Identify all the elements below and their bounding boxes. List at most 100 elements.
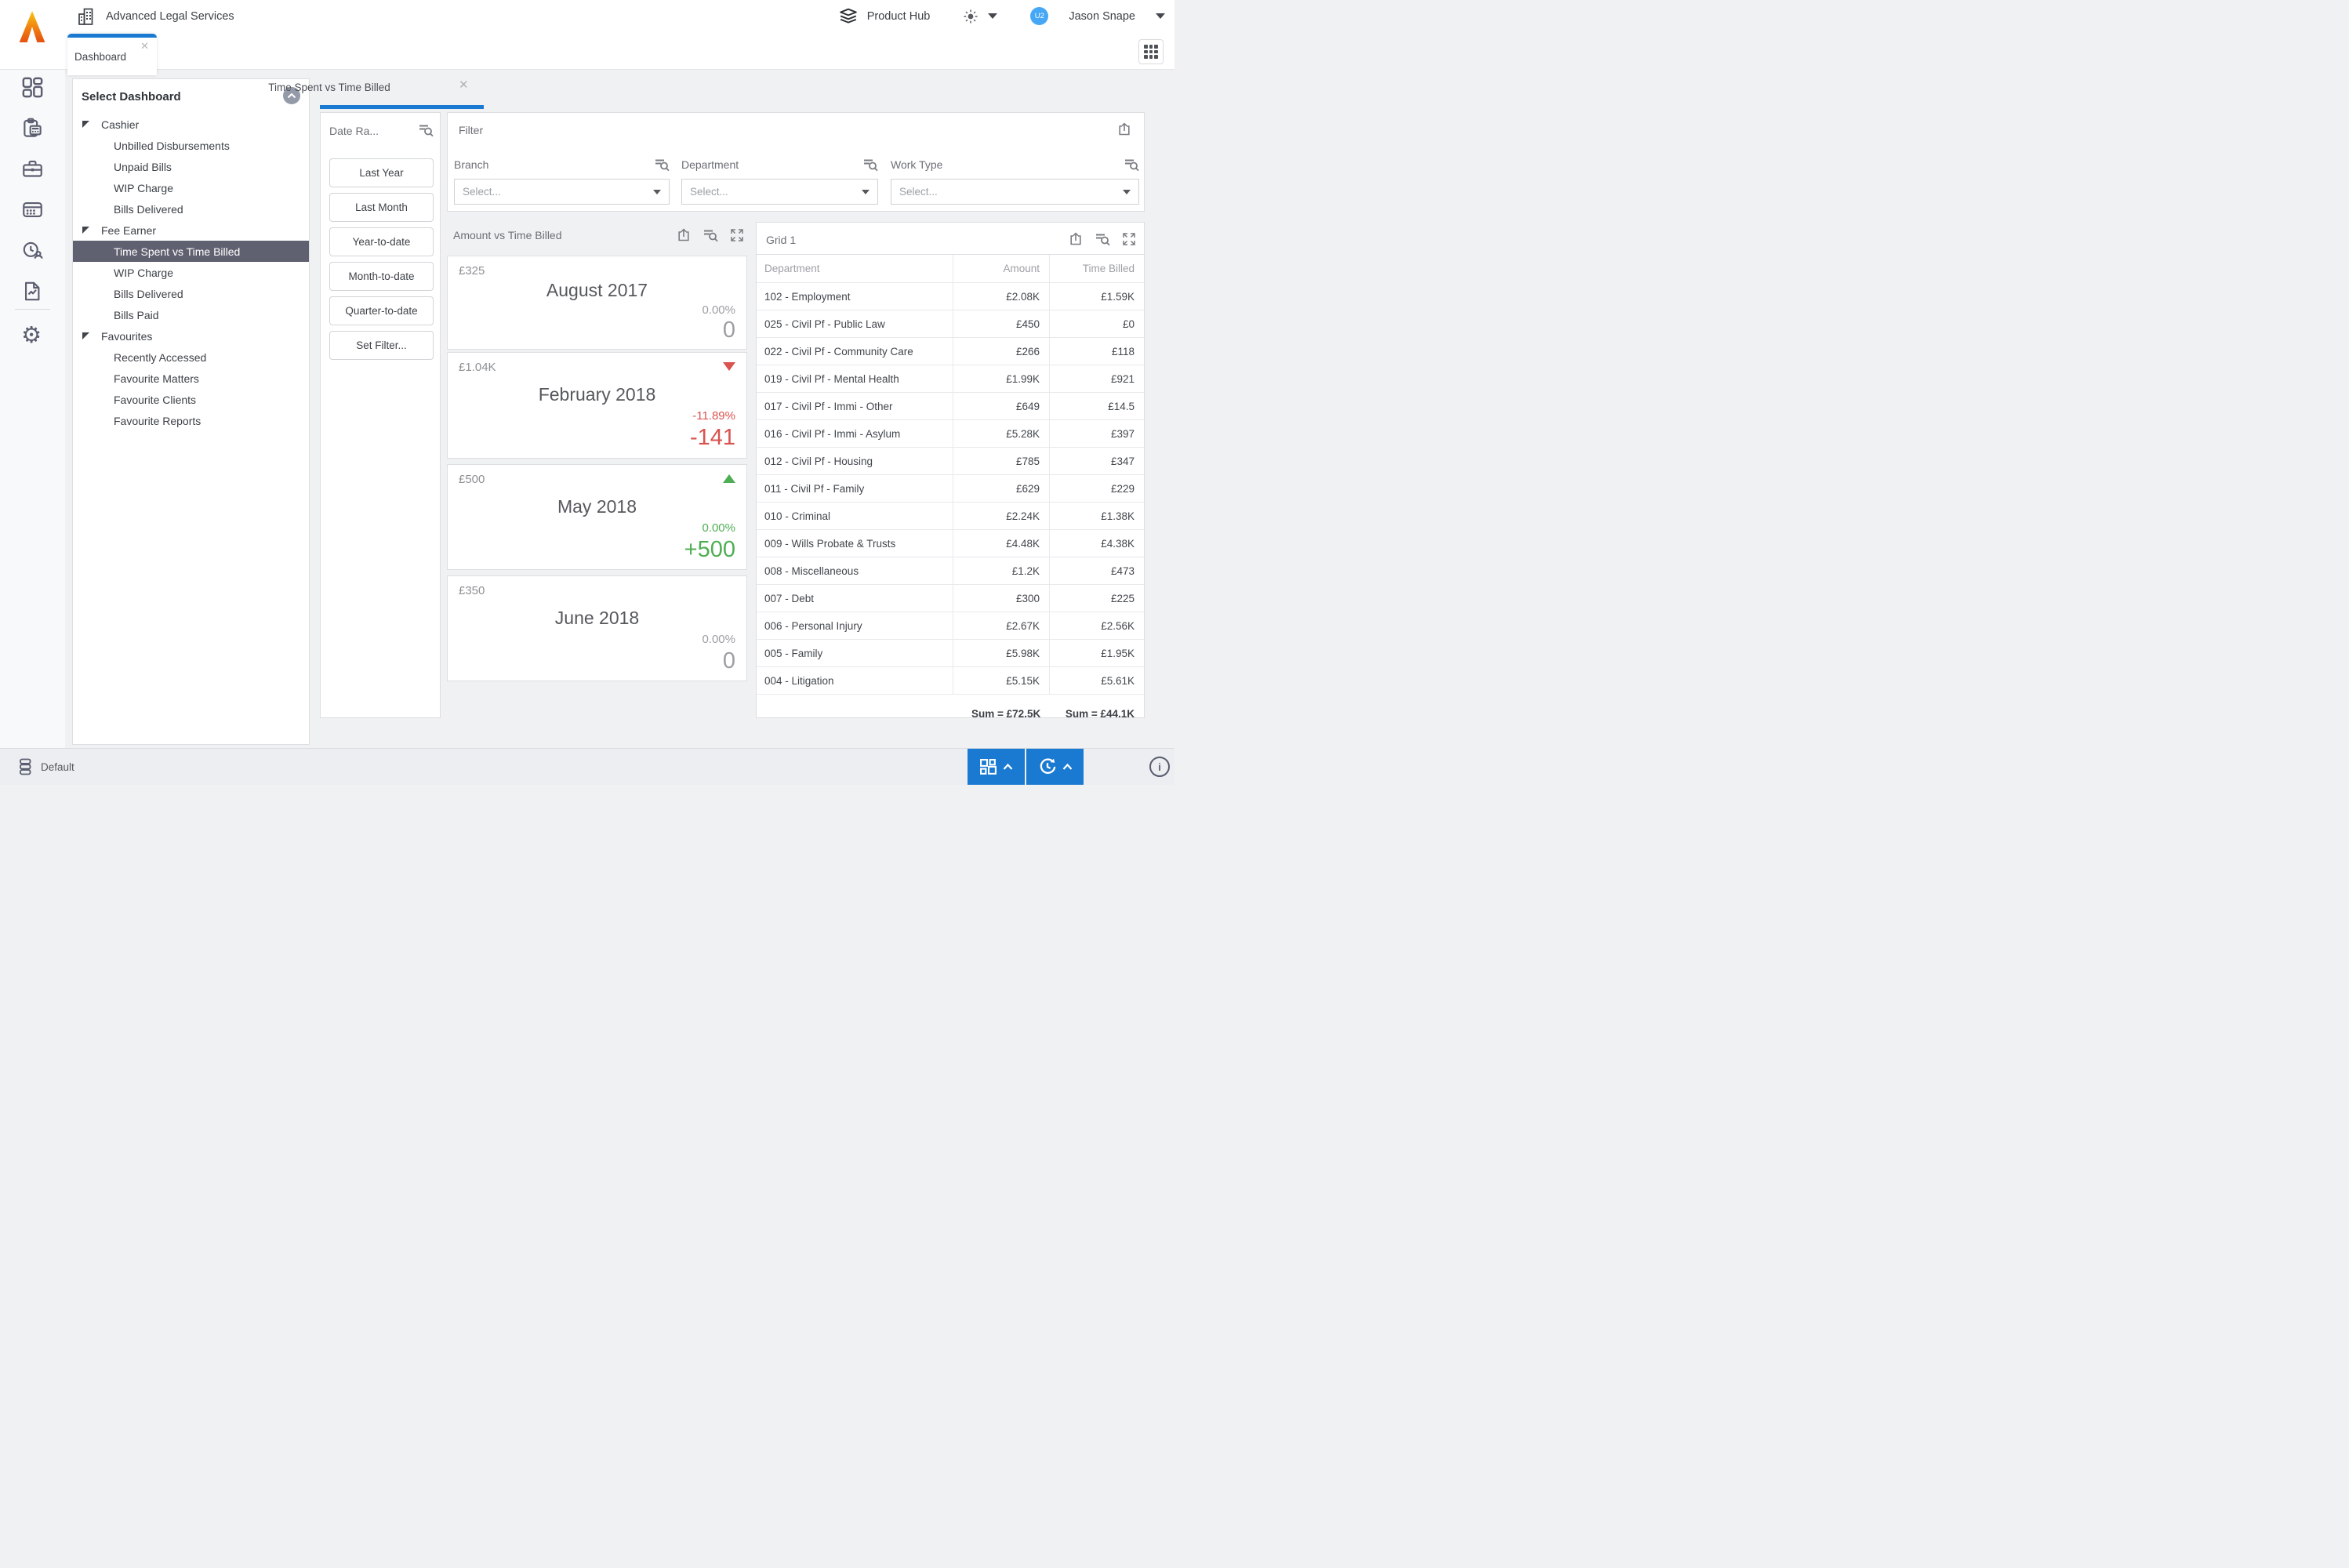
table-row[interactable]: 006 - Personal Injury £2.67K £2.56K (757, 612, 1144, 639)
date-range-button[interactable]: Last Month (329, 193, 434, 222)
stack-icon[interactable] (19, 758, 32, 775)
date-range-button[interactable]: Year-to-date (329, 227, 434, 256)
tree-expand-icon[interactable] (82, 332, 89, 339)
info-icon[interactable]: i (1149, 757, 1170, 777)
filter-search-icon[interactable] (418, 123, 434, 137)
tree-expand-icon[interactable] (82, 121, 89, 128)
table-row[interactable]: 022 - Civil Pf - Community Care £266 £118 (757, 337, 1144, 365)
filter-search-icon[interactable] (1124, 158, 1139, 172)
table-row[interactable]: 017 - Civil Pf - Immi - Other £649 £14.5 (757, 392, 1144, 419)
tree-item-row[interactable]: Favourite Matters (73, 368, 309, 389)
tree-expand-icon[interactable] (82, 227, 89, 234)
export-icon[interactable] (677, 228, 691, 242)
briefcase-icon[interactable] (22, 158, 43, 180)
tree-item-row[interactable]: Time Spent vs Time Billed (73, 241, 309, 262)
tree-item-row[interactable]: Unpaid Bills (73, 156, 309, 177)
tree-item-row[interactable]: Recently Accessed (73, 347, 309, 368)
report-document-icon[interactable] (22, 281, 43, 302)
collapse-panel-button[interactable] (283, 87, 300, 104)
tree-label: Bills Delivered (114, 287, 183, 300)
tab-dashboard-label: Dashboard (74, 51, 127, 63)
table-row[interactable]: 019 - Civil Pf - Mental Health £1.99K £921 (757, 365, 1144, 392)
tree-item-row[interactable]: WIP Charge (73, 262, 309, 283)
table-row[interactable]: 011 - Civil Pf - Family £629 £229 (757, 474, 1144, 502)
column-header[interactable]: Department (764, 263, 820, 274)
table-row[interactable]: 009 - Wills Probate & Trusts £4.48K £4.38K (757, 529, 1144, 557)
tree-item-row[interactable]: Favourite Clients (73, 389, 309, 410)
theme-caret-icon[interactable] (988, 13, 998, 19)
date-range-button[interactable]: Set Filter... (329, 331, 434, 360)
select-dashboard-panel: Select Dashboard Cashier Unbilled Disburs… (72, 78, 310, 745)
kpi-delta: 0 (722, 318, 735, 343)
tree-item-row[interactable]: Bills Delivered (73, 198, 309, 220)
close-icon[interactable]: ✕ (140, 40, 149, 52)
cell-department: 019 - Civil Pf - Mental Health (764, 372, 899, 385)
kpi-amount: £1.04K (459, 361, 496, 374)
tree-group-row[interactable]: Fee Earner (73, 220, 309, 241)
date-range-button[interactable]: Quarter-to-date (329, 296, 434, 325)
date-range-button[interactable]: Last Year (329, 158, 434, 187)
table-row[interactable]: 025 - Civil Pf - Public Law £450 £0 (757, 310, 1144, 337)
sun-icon[interactable] (963, 9, 978, 24)
filter-search-icon[interactable] (862, 158, 878, 172)
cell-amount: £649 (953, 393, 1049, 419)
close-icon[interactable]: ✕ (459, 78, 469, 92)
cell-time-billed: £5.61K (1049, 667, 1144, 694)
filter-select[interactable]: Select... (891, 179, 1139, 205)
chevron-down-icon[interactable] (1123, 189, 1131, 194)
column-header[interactable]: Time Billed (1049, 255, 1144, 282)
product-hub-link[interactable]: Product Hub (866, 9, 931, 23)
avatar[interactable]: U2 (1030, 7, 1049, 25)
gear-icon[interactable]: ⚙ (21, 323, 42, 348)
column-header[interactable]: Amount (953, 255, 1049, 282)
table-row[interactable]: 007 - Debt £300 £225 (757, 584, 1144, 612)
apps-grid-button[interactable] (1138, 39, 1164, 64)
fullscreen-icon[interactable] (730, 228, 744, 242)
filter-search-icon[interactable] (1095, 232, 1110, 246)
fullscreen-icon[interactable] (1122, 232, 1136, 246)
tree-label: Time Spent vs Time Billed (114, 245, 241, 258)
date-range-button[interactable]: Month-to-date (329, 262, 434, 291)
panel-dots-icon[interactable] (22, 199, 43, 220)
dashboard-icon[interactable] (22, 77, 43, 98)
chevron-down-icon[interactable] (653, 189, 661, 194)
tree-item-row[interactable]: Favourite Reports (73, 410, 309, 431)
tree-item-row[interactable]: Bills Paid (73, 304, 309, 325)
layout-name[interactable]: Default (41, 760, 74, 773)
chevron-up-icon (1003, 764, 1013, 770)
filter-search-icon[interactable] (654, 158, 670, 172)
table-row[interactable]: 102 - Employment £2.08K £1.59K (757, 282, 1144, 310)
tree-item-row[interactable]: Unbilled Disbursements (73, 135, 309, 156)
table-row[interactable]: 008 - Miscellaneous £1.2K £473 (757, 557, 1144, 584)
cell-time-billed: £2.56K (1049, 612, 1144, 639)
table-row[interactable]: 005 - Family £5.98K £1.95K (757, 639, 1144, 666)
tree-label: Favourites (101, 329, 153, 343)
tree-item-row[interactable]: Bills Delivered (73, 283, 309, 304)
cell-department: 004 - Litigation (764, 674, 834, 687)
export-icon[interactable] (1117, 122, 1131, 136)
tree-item-row[interactable]: WIP Charge (73, 177, 309, 198)
clipboard-calculator-icon[interactable] (22, 118, 43, 139)
filter-select[interactable]: Select... (454, 179, 670, 205)
filter-search-icon[interactable] (703, 228, 718, 242)
table-row[interactable]: 010 - Criminal £2.24K £1.38K (757, 502, 1144, 529)
workspace-tab-label[interactable]: Time Spent vs Time Billed (268, 82, 390, 93)
tree-group-row[interactable]: Cashier (73, 114, 309, 135)
history-toggle-button[interactable] (1026, 749, 1084, 785)
table-row[interactable]: 012 - Civil Pf - Housing £785 £347 (757, 447, 1144, 474)
table-row[interactable]: 004 - Litigation £5.15K £5.61K (757, 666, 1144, 694)
filter-select[interactable]: Select... (681, 179, 878, 205)
tree-group-row[interactable]: Favourites (73, 325, 309, 347)
table-row[interactable]: 016 - Civil Pf - Immi - Asylum £5.28K £397 (757, 419, 1144, 447)
date-range-panel: Date Ra... Last Year Last Month Year-to-da… (320, 112, 441, 718)
tree-label: Favourite Matters (114, 372, 199, 385)
clock-user-icon[interactable] (22, 240, 43, 261)
cell-amount: £1.2K (953, 557, 1049, 584)
widgets-toggle-button[interactable] (968, 749, 1025, 785)
select-placeholder: Select... (899, 186, 938, 198)
user-menu-caret-icon[interactable] (1156, 13, 1165, 19)
filter-field-label: Department (681, 158, 739, 171)
export-icon[interactable] (1069, 232, 1083, 246)
chevron-down-icon[interactable] (862, 189, 870, 194)
tab-dashboard[interactable]: Dashboard ✕ (67, 34, 157, 75)
